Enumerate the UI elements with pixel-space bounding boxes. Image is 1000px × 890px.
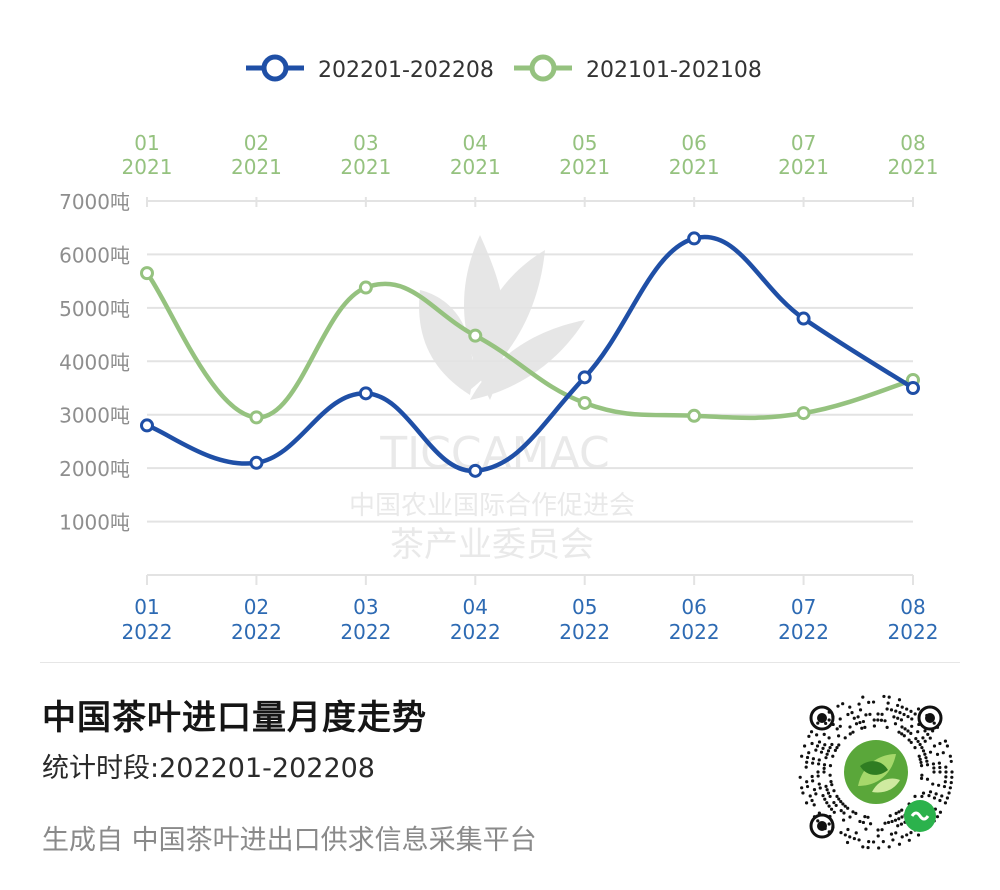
legend-marker-2022 bbox=[261, 54, 289, 82]
mini-program-badge-icon bbox=[904, 800, 936, 832]
y-tick-label: 7000吨 bbox=[59, 190, 130, 214]
x-axis-bottom-2022: 0120220220220320220420220520220620220720… bbox=[122, 595, 939, 644]
x-top-month-label: 03 bbox=[353, 131, 378, 155]
mini-program-qr-code[interactable] bbox=[792, 688, 960, 856]
series bbox=[140, 231, 920, 478]
legend-label-2021: 202101-202108 bbox=[586, 58, 762, 83]
series-202101-202108-point bbox=[468, 328, 483, 343]
x-bottom-month-label: 04 bbox=[463, 595, 488, 619]
x-top-month-label: 04 bbox=[463, 131, 488, 155]
series-202101-202108-point bbox=[358, 280, 373, 295]
legend-marker-2021 bbox=[529, 54, 557, 82]
series-202201-202208-point bbox=[140, 418, 154, 433]
watermark-line3: 茶产业委员会 bbox=[390, 525, 594, 565]
series-202201-202208-point bbox=[906, 381, 920, 395]
x-bottom-year-label: 2022 bbox=[450, 620, 501, 644]
series-202101-202108-point bbox=[796, 406, 811, 421]
y-tick-label: 6000吨 bbox=[59, 243, 130, 267]
watermark-line2: 中国农业国际合作促进会 bbox=[349, 491, 635, 521]
y-tick-label: 1000吨 bbox=[59, 511, 130, 535]
series-202201-202208-point bbox=[358, 386, 373, 401]
x-axis-top-2021: 0120210220210320210420210520210620210720… bbox=[122, 131, 939, 179]
legend-item-2022: 202201-202208 bbox=[246, 54, 494, 83]
x-bottom-month-label: 05 bbox=[572, 595, 597, 619]
series-202101-202108-point bbox=[249, 410, 264, 425]
period-label: 统计时段:202201-202208 bbox=[42, 753, 375, 784]
x-top-year-label: 2021 bbox=[778, 155, 829, 179]
x-bottom-year-label: 2022 bbox=[340, 620, 391, 644]
series-202201-202208-point bbox=[796, 311, 811, 326]
series-202101-202108-point bbox=[687, 408, 702, 423]
x-top-year-label: 2021 bbox=[888, 155, 939, 179]
x-top-month-label: 05 bbox=[572, 131, 597, 155]
watermark: TICCAMAC 中国农业国际合作促进会 茶产业委员会 bbox=[349, 235, 635, 565]
series-202201-202208-point bbox=[249, 455, 264, 470]
series-202101-202108-point bbox=[577, 395, 592, 410]
x-top-year-label: 2021 bbox=[669, 155, 720, 179]
x-top-month-label: 06 bbox=[681, 131, 706, 155]
x-bottom-year-label: 2022 bbox=[778, 620, 829, 644]
legend-item-2021: 202101-202108 bbox=[514, 54, 762, 83]
legend-label-2022: 202201-202208 bbox=[318, 58, 494, 83]
series-202101-202108-point bbox=[140, 266, 154, 281]
x-top-month-label: 08 bbox=[900, 131, 925, 155]
x-top-year-label: 2021 bbox=[559, 155, 610, 179]
x-top-month-label: 07 bbox=[791, 131, 816, 155]
x-top-year-label: 2021 bbox=[231, 155, 282, 179]
x-top-month-label: 01 bbox=[134, 131, 159, 155]
leaf-logo-watermark bbox=[419, 235, 585, 400]
series-202201-202208-point bbox=[577, 370, 592, 385]
x-top-year-label: 2021 bbox=[340, 155, 391, 179]
line-chart: TICCAMAC 中国农业国际合作促进会 茶产业委员会 202201-20220… bbox=[59, 54, 939, 644]
x-bottom-month-label: 08 bbox=[900, 595, 925, 619]
x-bottom-year-label: 2022 bbox=[669, 620, 720, 644]
x-top-year-label: 2021 bbox=[122, 155, 173, 179]
source-footer: 生成自 中国茶叶进出口供求信息采集平台 bbox=[42, 825, 537, 856]
grid bbox=[146, 197, 914, 585]
x-bottom-month-label: 07 bbox=[791, 595, 816, 619]
watermark-line1: TICCAMAC bbox=[379, 428, 609, 479]
y-tick-label: 5000吨 bbox=[59, 297, 130, 321]
x-top-month-label: 02 bbox=[244, 131, 269, 155]
y-tick-label: 2000吨 bbox=[59, 457, 130, 481]
y-tick-label: 4000吨 bbox=[59, 350, 130, 374]
series-202201-202208-point bbox=[468, 463, 483, 478]
x-bottom-year-label: 2022 bbox=[559, 620, 610, 644]
x-bottom-year-label: 2022 bbox=[231, 620, 282, 644]
x-bottom-month-label: 06 bbox=[681, 595, 706, 619]
legend: 202201-202208 202101-202108 bbox=[246, 54, 762, 83]
series-202201-202208-point bbox=[687, 231, 702, 246]
divider bbox=[40, 662, 960, 663]
series-202201-202208-line bbox=[144, 234, 916, 474]
tea-leaf-logo-icon bbox=[844, 740, 908, 804]
x-bottom-month-label: 01 bbox=[134, 595, 159, 619]
x-top-year-label: 2021 bbox=[450, 155, 501, 179]
x-bottom-year-label: 2022 bbox=[888, 620, 939, 644]
y-axis: 1000吨 2000吨 3000吨 4000吨 5000吨 6000吨 7000吨 bbox=[59, 190, 130, 535]
chart-title: 中国茶叶进口量月度走势 bbox=[42, 698, 427, 738]
x-bottom-year-label: 2022 bbox=[122, 620, 173, 644]
y-tick-label: 3000吨 bbox=[59, 404, 130, 428]
x-bottom-month-label: 03 bbox=[353, 595, 378, 619]
x-bottom-month-label: 02 bbox=[244, 595, 269, 619]
